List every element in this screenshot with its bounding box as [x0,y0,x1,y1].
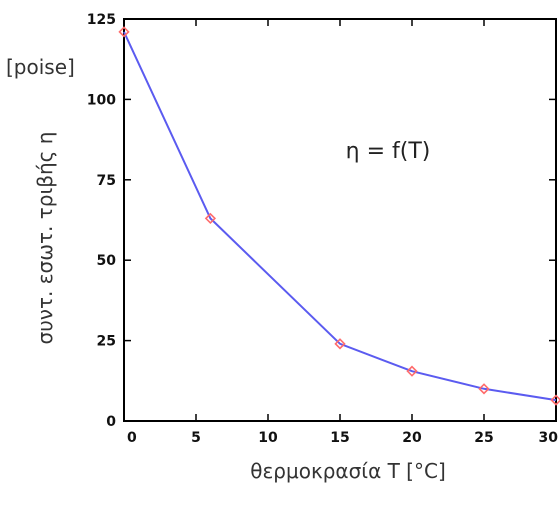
x-tick-label: 25 [474,430,493,446]
x-tick-label: 15 [330,430,349,446]
data-point-marker [118,26,130,38]
tick-labels: 0 5 10 15 20 25 30 0 25 50 75 100 125 [87,12,558,446]
data-point-marker [406,365,418,377]
tick-marks [123,18,557,422]
formula-annotation: η = f(T) [346,139,431,164]
y-axis-label: συντ. εσωτ. τριβής η [33,132,57,345]
x-tick-label: 0 [127,430,137,446]
y-tick-label: 125 [87,12,116,28]
y-tick-label: 75 [97,173,116,189]
y-tick-label: 25 [97,334,116,350]
x-tick-label: 5 [191,430,201,446]
y-axis-unit: [poise] [6,55,75,79]
plot-frame [123,18,557,422]
y-tick-label: 50 [97,253,117,269]
x-tick-label: 20 [402,430,422,446]
data-point-marker [334,338,346,350]
series-line [123,31,557,402]
x-axis-label: θερμοκρασία T [°C] [250,459,446,483]
data-point-marker [550,394,560,406]
y-tick-label: 100 [87,92,116,108]
x-tick-label: 30 [539,430,559,446]
y-tick-label: 0 [106,414,116,430]
data-point-marker [204,212,217,225]
x-tick-label: 10 [258,430,278,446]
data-markers [118,26,560,406]
data-point-marker [478,383,490,395]
